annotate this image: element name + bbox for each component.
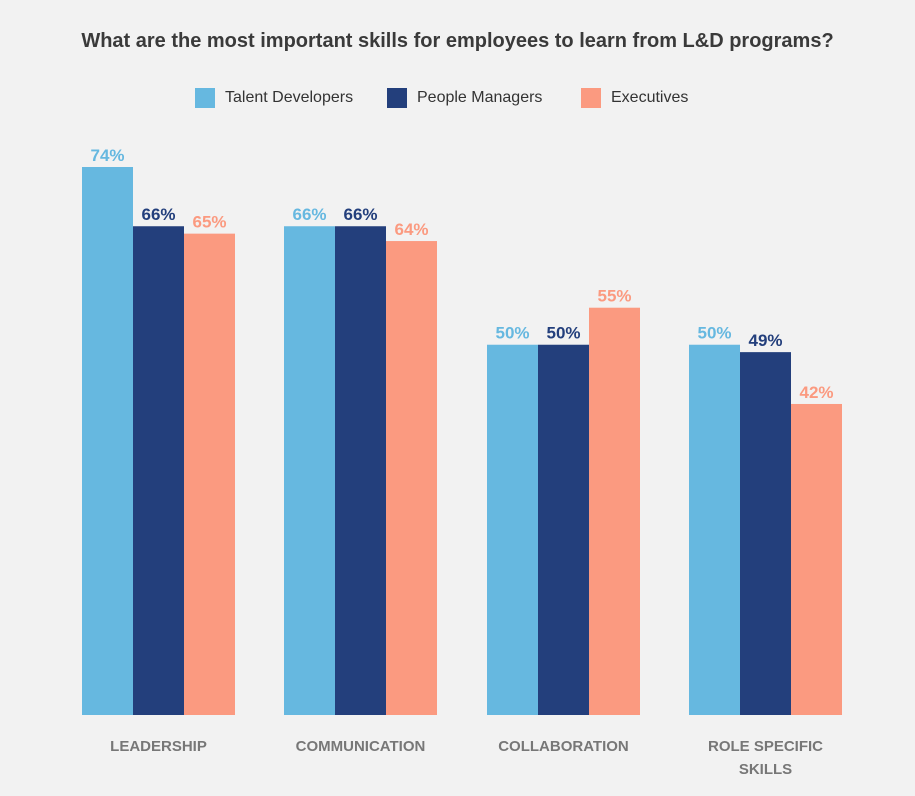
category-label-3: ROLE SPECIFIC SKILLS: [708, 738, 823, 778]
bar-executives-1: [386, 241, 437, 715]
bar-executives-3: [791, 403, 842, 715]
data-label-people-managers-3: 49%: [748, 331, 782, 350]
data-label-talent-developers-0: 74%: [90, 146, 124, 165]
chart-title: What are the most important skills for e…: [81, 30, 834, 52]
bar-people-managers-3: [740, 352, 791, 715]
data-label-executives-3: 42%: [799, 383, 833, 402]
legend-swatch-executives: [581, 88, 601, 108]
legend-item-people-managers: People Managers: [387, 88, 542, 108]
legend: Talent Developers People Managers Execut…: [0, 88, 915, 110]
legend-label-people-managers: People Managers: [417, 89, 543, 106]
legend-swatch-people-managers: [387, 88, 407, 108]
category-label-2: COLLABORATION: [498, 738, 629, 755]
bar-people-managers-2: [538, 344, 589, 715]
legend-item-executives: Executives: [581, 88, 688, 108]
category-label-1: COMMUNICATION: [296, 738, 426, 755]
data-label-talent-developers-3: 50%: [697, 324, 731, 343]
legend-swatch-talent-developers: [195, 88, 215, 108]
bar-executives-2: [589, 307, 640, 715]
data-label-people-managers-1: 66%: [343, 205, 377, 224]
bar-talent-developers-2: [487, 344, 538, 715]
data-label-executives-1: 64%: [394, 220, 428, 239]
category-label-0: LEADERSHIP: [110, 738, 207, 755]
data-label-executives-2: 55%: [597, 287, 631, 306]
bar-people-managers-0: [133, 226, 184, 716]
legend-label-executives: Executives: [611, 89, 689, 106]
legend-item-talent-developers: Talent Developers: [195, 88, 353, 108]
bar-executives-0: [184, 233, 235, 715]
data-label-executives-0: 65%: [192, 213, 226, 232]
data-label-people-managers-2: 50%: [546, 324, 580, 343]
bar-talent-developers-1: [284, 226, 335, 716]
bar-people-managers-1: [335, 226, 386, 716]
data-label-people-managers-0: 66%: [141, 205, 175, 224]
bar-talent-developers-3: [689, 344, 740, 715]
bar-talent-developers-0: [82, 167, 133, 715]
legend-label-talent-developers: Talent Developers: [225, 89, 354, 106]
data-label-talent-developers-2: 50%: [495, 324, 529, 343]
data-label-talent-developers-1: 66%: [292, 205, 326, 224]
